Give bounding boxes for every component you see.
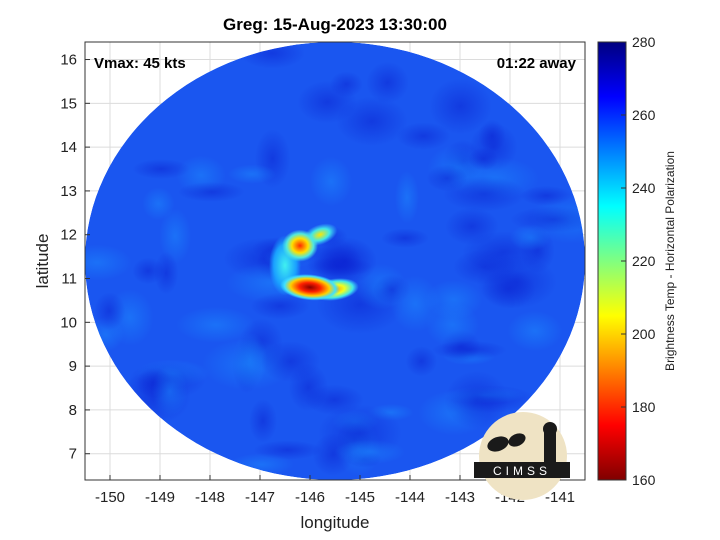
texture-blob [431, 340, 507, 360]
satellite-dish-icon [508, 433, 526, 447]
texture-blob [142, 187, 175, 221]
x-tick-label: -141 [545, 489, 575, 506]
texture-blob [381, 228, 429, 248]
x-tick-label: -147 [245, 489, 275, 506]
plot-area: -150-149-148-147-146-145-144-143-142-141… [60, 41, 586, 506]
storm-features [269, 223, 359, 301]
texture-blob [151, 365, 188, 417]
feature-north-band [282, 229, 318, 262]
x-axis-label: longitude [300, 513, 369, 532]
texture-blob [394, 170, 420, 224]
y-tick-label: 14 [60, 139, 77, 156]
y-tick-label: 7 [69, 446, 77, 463]
water-tower-icon [544, 430, 556, 462]
texture-blob [469, 122, 518, 172]
texture-blob [177, 181, 245, 202]
texture-blob [260, 341, 321, 383]
time-away-annotation: 01:22 away [497, 55, 577, 72]
y-axis-label: latitude [33, 234, 52, 289]
texture-blob [444, 370, 509, 430]
colorbar-tick-label: 220 [632, 253, 656, 269]
texture-blob [159, 208, 192, 264]
y-tick-label: 11 [61, 271, 77, 288]
x-tick-label: -146 [295, 489, 325, 506]
texture-blob [520, 185, 573, 206]
swath-texture [85, 42, 585, 477]
texture-blob [227, 164, 277, 184]
colorbar: 160 180 200 220 240 260 280 Brightness Temp - … [597, 34, 677, 488]
texture-blob [429, 78, 492, 135]
texture-blob [426, 164, 468, 192]
colorbar-label: Brightness Temp - Horizontal Polarizatio… [663, 151, 677, 371]
x-tick-label: -149 [145, 489, 175, 506]
texture-blob [510, 224, 551, 251]
texture-blob [405, 346, 438, 377]
texture-blob [248, 398, 278, 443]
plot-frame [84, 41, 586, 481]
texture-blob [396, 122, 451, 150]
texture-blob [366, 61, 409, 104]
texture-blob [507, 310, 563, 352]
texture-blob [336, 96, 408, 147]
y-tick-label: 8 [69, 402, 77, 419]
texture-blob [481, 268, 536, 310]
logo-text: CIMSS [493, 464, 551, 478]
satellite-dish-icon [487, 436, 509, 452]
x-tick-label: -150 [95, 489, 125, 506]
colorbar-tick-label: 160 [632, 472, 656, 488]
y-tick-label: 13 [60, 183, 77, 200]
x-tick-label: -143 [445, 489, 475, 506]
logo-banner [474, 462, 570, 478]
y-tick-label: 10 [60, 314, 77, 331]
y-tick-label: 15 [60, 95, 77, 112]
ticks: -150-149-148-147-146-145-144-143-142-141… [60, 52, 575, 506]
x-tick-label: -144 [395, 489, 425, 506]
chart-title: Greg: 15-Aug-2023 13:30:00 [223, 15, 447, 34]
texture-blob [93, 292, 126, 331]
colorbar-tick-label: 260 [632, 107, 656, 123]
x-tick-label: -145 [345, 489, 375, 506]
x-tick-label: -148 [195, 489, 225, 506]
colorbar-tick-label: 280 [632, 34, 656, 50]
texture-blob [309, 156, 353, 207]
feature-warm-core [280, 274, 340, 301]
y-tick-label: 12 [60, 227, 77, 244]
eye [313, 237, 377, 285]
texture-blob [250, 292, 310, 320]
texture-blob [132, 158, 190, 180]
colorbar-tick-label: 180 [632, 399, 656, 415]
texture-blob [85, 244, 133, 281]
texture-blob [154, 251, 179, 295]
texture-blob [424, 280, 483, 320]
texture-blob [334, 439, 406, 465]
vmax-annotation: Vmax: 45 kts [94, 55, 186, 72]
y-tick-label: 16 [60, 52, 77, 69]
colorbar-ticks: 160 180 200 220 240 260 280 [621, 34, 656, 488]
water-tower-top-icon [543, 422, 557, 436]
texture-blob [176, 306, 256, 344]
cimss-logo: CIMSS [474, 412, 570, 500]
colorbar-tick-label: 240 [632, 180, 656, 196]
y-tick-label: 9 [69, 358, 77, 375]
swath [85, 42, 585, 480]
colorbar-tick-label: 200 [632, 326, 656, 342]
